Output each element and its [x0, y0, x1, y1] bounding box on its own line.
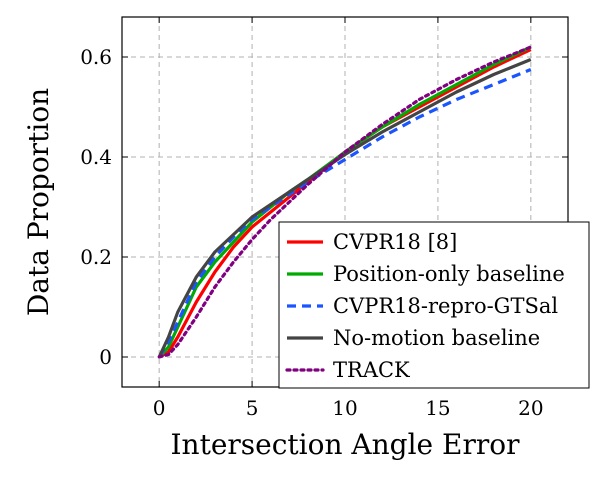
series-line-3 — [157, 58, 532, 358]
axis-ticks: 0 5 10 15 20 0 0.2 0.4 0.6 — [80, 17, 568, 420]
y-tick-label: 0.2 — [80, 245, 112, 269]
x-tick-label: 15 — [425, 396, 450, 420]
plot-lines — [157, 45, 533, 359]
y-tick-label: 0 — [99, 345, 112, 369]
legend: CVPR18 [8] Position-only baseline CVPR18-r… — [278, 221, 590, 389]
series-line-4 — [157, 45, 533, 359]
legend-label: Position-only baseline — [333, 262, 565, 286]
legend-label: CVPR18 [8] — [333, 230, 457, 254]
legend-label: No-motion baseline — [333, 326, 540, 350]
x-tick-label: 10 — [332, 396, 357, 420]
x-tick-label: 0 — [153, 396, 166, 420]
legend-box — [278, 221, 590, 389]
x-tick-label: 20 — [518, 396, 543, 420]
x-tick-label: 5 — [246, 396, 259, 420]
x-axis-title: Intersection Angle Error — [171, 428, 521, 461]
legend-label: CVPR18-repro-GTSal — [333, 294, 558, 318]
y-tick-label: 0.6 — [80, 45, 112, 69]
series-line-2 — [157, 68, 532, 358]
y-tick-label: 0.4 — [80, 145, 112, 169]
series-line-0 — [158, 48, 532, 359]
legend-label: TRACK — [333, 358, 410, 382]
y-axis-title: Data Proportion — [22, 88, 55, 316]
